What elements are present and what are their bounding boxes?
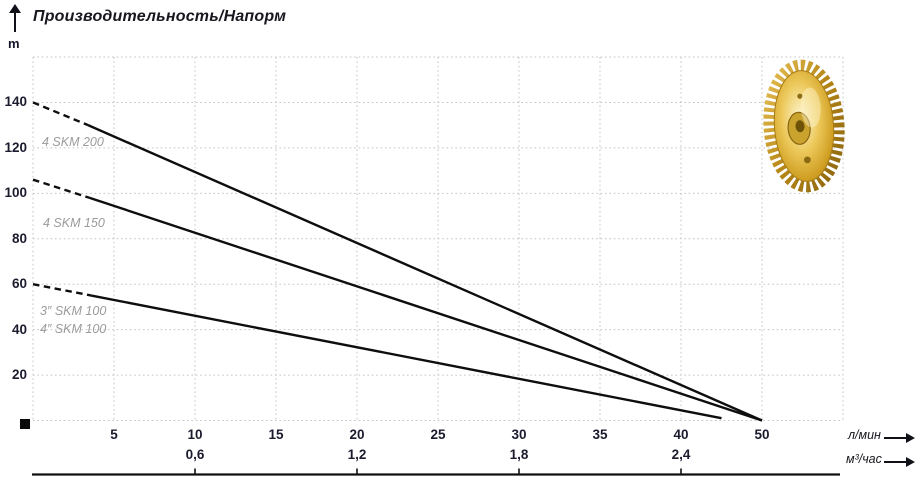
x-axis-tick-label-m3h: 2,4: [671, 447, 691, 462]
y-axis-unit-label: m: [8, 36, 20, 51]
curve-3-4-skm-100: [91, 294, 722, 420]
impeller-image: [763, 59, 845, 193]
x-axis-tick-label-m3h: 0,6: [185, 447, 205, 462]
curve-4-skm-150: [89, 196, 763, 422]
x-axis-tick-label-lmin: 50: [754, 427, 770, 442]
x-axis-unit-lmin: л/мин: [848, 428, 881, 442]
arrow-up-head: [9, 4, 21, 13]
arrow-up-shaft: [14, 11, 16, 32]
impeller-graphic: [763, 59, 845, 193]
curve-label-3skm100: 3″ SKM 100: [40, 304, 107, 318]
x-axis-tick-label-lmin: 25: [430, 427, 446, 442]
x-axis-unit-m3h: м³/час: [846, 452, 882, 466]
y-axis-arrow-icon: [9, 4, 21, 32]
x-axis-tick-label-lmin: 20: [349, 427, 365, 442]
arrow-line: [884, 437, 908, 439]
x-axis-tick-label-lmin: 10: [187, 427, 203, 442]
curve-label-4skm100: 4″ SKM 100: [40, 322, 107, 336]
curve-4-skm-200: [32, 101, 89, 127]
right-arrow-icon: [884, 457, 916, 467]
y-axis-tick-label: 40: [11, 321, 27, 337]
y-axis-tick-label: 140: [4, 94, 27, 110]
x-axis-tick-label-lmin: 30: [511, 427, 527, 442]
origin-marker: [20, 419, 30, 429]
curve-label-4skm200: 4 SKM 200: [42, 135, 104, 149]
y-axis-tick-label: 80: [11, 230, 27, 246]
x-axis-tick-label-m3h: 1,2: [347, 447, 367, 462]
y-axis-tick-label: 120: [4, 139, 27, 155]
right-arrow-icon: [884, 433, 916, 443]
x-axis-tick-label-lmin: 15: [268, 427, 284, 442]
x-axis-tick-label-lmin: 35: [592, 427, 608, 442]
chart-title: Производительность/Напорм: [33, 8, 287, 25]
arrow-tip: [906, 457, 915, 467]
x-axis-tick-label-lmin: 5: [110, 427, 118, 442]
curve-4-skm-150: [32, 178, 91, 199]
curve-3-4-skm-100: [32, 283, 92, 297]
arrow-tip: [906, 433, 915, 443]
x-axis-tick-label-lmin: 40: [673, 427, 689, 442]
y-axis-tick-label: 20: [11, 367, 27, 383]
y-axis-tick-label: 100: [4, 185, 27, 201]
arrow-line: [884, 461, 908, 463]
x-axis-tick-label-m3h: 1,8: [509, 447, 529, 462]
curve-label-4skm150: 4 SKM 150: [43, 216, 105, 230]
y-axis-tick-label: 60: [11, 276, 27, 292]
curve-4-skm-200: [87, 124, 763, 422]
